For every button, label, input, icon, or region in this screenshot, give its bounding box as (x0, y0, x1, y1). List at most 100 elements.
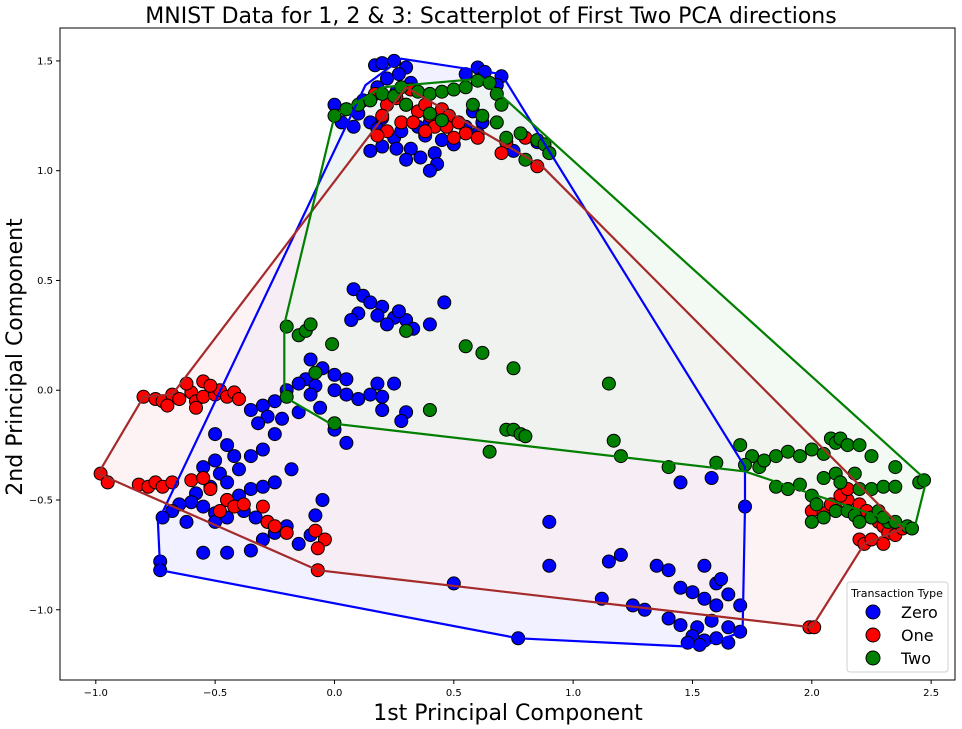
data-point (601, 376, 616, 391)
axes: −1.0 −0.5 0.0 0.5 1.0 1.5 2.0 2.5 −1.0 −0.5 0.0 0.5… (29, 27, 956, 699)
data-point (422, 403, 437, 417)
data-point (704, 471, 719, 485)
data-point (220, 438, 235, 453)
x-tick-label: 0.5 (446, 688, 462, 699)
data-point (413, 150, 428, 165)
data-point (232, 392, 246, 406)
data-point (251, 416, 266, 431)
data-point (613, 547, 628, 562)
data-point (475, 108, 490, 123)
data-point (792, 449, 807, 464)
data-point (389, 141, 404, 156)
data-point (673, 580, 688, 595)
data-point (637, 602, 652, 617)
data-point (387, 376, 402, 391)
chart-title: MNIST Data for 1, 2 & 3: Scatterplot of … (145, 4, 836, 29)
data-point (267, 475, 282, 490)
legend-label-two: Two (900, 649, 931, 668)
data-point (852, 438, 867, 453)
data-point (470, 130, 485, 145)
data-point (506, 361, 521, 376)
data-point (303, 352, 318, 367)
data-point (489, 115, 504, 130)
data-point (530, 159, 545, 174)
data-point (475, 345, 490, 360)
data-point (375, 56, 390, 71)
data-point (406, 115, 421, 130)
hull-outline-two (283, 77, 928, 530)
data-point (649, 558, 664, 573)
data-point (482, 75, 497, 90)
hull-fill-two (284, 78, 927, 529)
data-point (816, 446, 831, 461)
data-point (721, 620, 736, 635)
data-point (308, 523, 323, 538)
data-point (291, 376, 306, 391)
data-point (422, 317, 437, 332)
data-point (733, 598, 748, 613)
data-point (279, 319, 294, 334)
data-point (370, 376, 385, 391)
data-point (375, 389, 390, 404)
data-point (888, 460, 903, 475)
data-point (375, 108, 390, 123)
data-point (291, 536, 306, 551)
axes-frame (59, 27, 956, 681)
y-tick-label: −0.5 (29, 495, 53, 506)
data-point (673, 475, 688, 490)
data-point (917, 473, 931, 488)
data-point (284, 462, 299, 477)
data-point (465, 97, 480, 112)
data-point (315, 493, 330, 507)
x-tick-label: −1.0 (84, 688, 108, 699)
legend: Transaction Type Zero One Two (846, 581, 949, 673)
data-point (399, 323, 414, 338)
data-point (243, 449, 258, 464)
data-point (542, 558, 557, 573)
data-point (344, 313, 359, 327)
data-point (714, 572, 729, 586)
data-point (661, 563, 676, 578)
data-point (308, 365, 323, 380)
data-point (697, 591, 712, 606)
series-two-points (279, 73, 931, 536)
data-point (864, 449, 879, 464)
y-tick-label: −1.0 (29, 605, 53, 616)
data-point (482, 444, 497, 459)
data-point (327, 383, 342, 398)
legend-marker-two (865, 650, 881, 666)
data-point (458, 80, 473, 95)
data-point (733, 438, 748, 453)
legend-label-one: One (901, 626, 934, 645)
data-point (380, 317, 394, 332)
data-point (303, 317, 318, 332)
data-point (828, 504, 843, 518)
data-point (418, 124, 433, 139)
data-point (380, 71, 394, 86)
data-point (275, 411, 289, 426)
data-point (809, 497, 824, 512)
data-point (685, 585, 700, 600)
data-point (370, 308, 385, 323)
data-point (227, 449, 242, 464)
data-point (816, 510, 831, 525)
data-point (339, 435, 354, 450)
data-point (260, 409, 275, 424)
y-tick-label: 1.5 (37, 56, 53, 67)
data-point (780, 444, 795, 459)
y-tick-label: 0.0 (37, 386, 53, 397)
x-tick-label: 2.0 (804, 688, 820, 699)
data-point (346, 119, 361, 134)
data-point (394, 414, 409, 428)
x-tick-label: 1.5 (685, 688, 701, 699)
data-point (236, 497, 251, 512)
x-tick-label: −0.5 (203, 688, 227, 699)
data-point (313, 400, 328, 415)
data-point (208, 427, 223, 442)
legend-marker-one (865, 627, 881, 643)
data-point (888, 479, 903, 494)
data-point (172, 392, 187, 406)
data-point (220, 545, 235, 560)
legend-marker-zero (865, 604, 881, 620)
data-point (833, 475, 848, 490)
